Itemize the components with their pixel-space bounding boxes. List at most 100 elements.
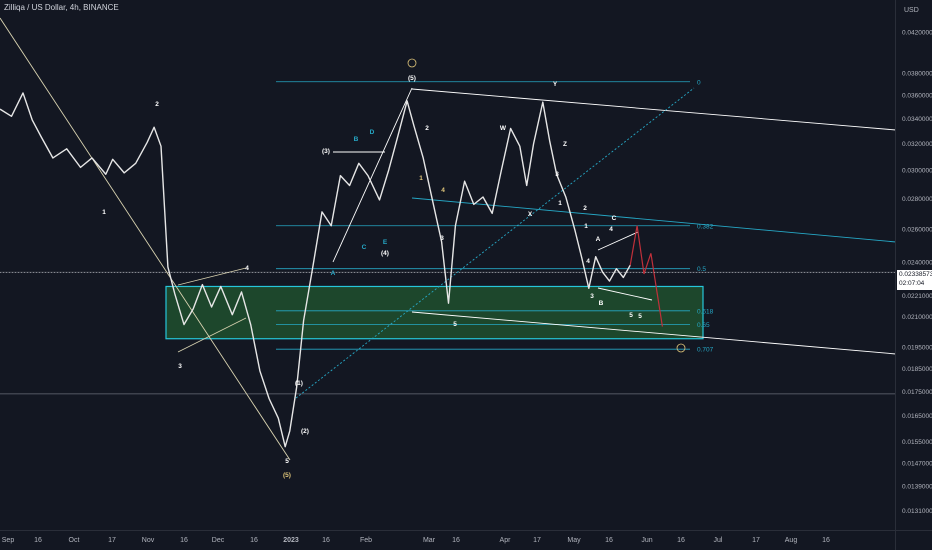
x-tick-label: Aug [785, 537, 798, 544]
wave-label: 1 [102, 209, 106, 216]
wave-label: (3) [322, 148, 330, 155]
wave-label: 2 [155, 101, 159, 108]
wave-label: Y [553, 81, 558, 88]
zone-layer [165, 285, 704, 340]
wave-label: D [370, 129, 375, 136]
x-tick-label: Feb [360, 537, 372, 544]
wave-label: B [354, 136, 359, 143]
trend-line [332, 87, 413, 263]
wave-label-layer: 1 2 3 4 5 (5) (1) (2) (3) (4) (5) A B C D E 1 2 3 4 5 W X Y Z 1 3 4… [102, 58, 686, 479]
wave-label: 5 [629, 312, 633, 319]
trend-line [295, 87, 695, 399]
fib-level-label: 0.5 [697, 266, 706, 273]
wave-label: X [528, 211, 533, 218]
time-axis-divider [0, 530, 932, 531]
wave-label: 3 [178, 363, 182, 370]
wave-label: 2 [425, 125, 429, 132]
wave-label: 1 [558, 200, 562, 207]
wave-label: 3 [590, 293, 594, 300]
circled-wave-2-marker [676, 343, 686, 353]
wave-label: (1) [295, 380, 303, 387]
trend-line [177, 267, 247, 286]
circled-wave-1-marker [407, 58, 417, 68]
wave-label: 4 [586, 258, 590, 265]
fib-level-label: 0 [697, 79, 701, 86]
chart-title: Zilliqa / US Dollar, 4h, BINANCE [4, 3, 119, 12]
wave-label: (5) [408, 75, 416, 82]
wave-label: B [599, 300, 604, 307]
wave-label: E [383, 239, 388, 246]
wave-label: 1 [584, 223, 588, 230]
x-tick-label: 16 [452, 537, 460, 544]
fib-level-label: 0.382 [697, 223, 714, 230]
projection-path [629, 225, 663, 327]
wave-label: 5 [285, 458, 289, 465]
price-axis-divider [895, 0, 896, 550]
last-price-badge: 0.02338573 02:07:04 [897, 270, 932, 290]
wave-label: W [500, 125, 507, 132]
grid-layer [0, 271, 895, 395]
x-tick-label: 16 [250, 537, 258, 544]
x-tick-label: Apr [500, 537, 512, 544]
price-layer [0, 92, 895, 448]
x-tick-label: 2023 [283, 537, 299, 544]
x-tick-label: 17 [752, 537, 760, 544]
x-tick-label: Sep [2, 537, 15, 544]
trend-line [411, 311, 897, 355]
wave-label: 1 [419, 175, 423, 182]
fib-level-label: 0.707 [697, 347, 714, 354]
x-tick-label: Nov [142, 537, 155, 544]
wave-label: 4 [245, 265, 249, 272]
wave-label: 5 [453, 321, 457, 328]
trend-line [597, 231, 639, 251]
wave-label: C [362, 244, 367, 251]
x-tick-label: May [567, 537, 581, 544]
x-tick-label: Dec [212, 537, 225, 544]
x-tick-label: Oct [69, 537, 80, 544]
bar-countdown: 02:07:04 [899, 280, 925, 287]
support-zone [165, 285, 704, 340]
wave-label: 4 [609, 226, 613, 233]
wave-label: A [596, 236, 601, 243]
x-axis: Sep 16 Oct 17 Nov 16 Dec 16 2023 16 Feb Mar 16 Apr 17 M… [2, 537, 830, 544]
fib-level-label: 0.65 [697, 322, 710, 329]
trend-line [0, 17, 291, 461]
wave-label: 2 [583, 205, 587, 212]
wave-label: C [612, 215, 617, 222]
last-price-value: 0.02338573 [899, 271, 932, 278]
wave-label: (4) [381, 250, 389, 257]
wave-label: 5 [638, 313, 642, 320]
trend-line [177, 317, 247, 353]
x-tick-label: 16 [605, 537, 613, 544]
trend-line [411, 88, 897, 131]
x-tick-label: 16 [322, 537, 330, 544]
x-tick-label: 17 [533, 537, 541, 544]
y-tick-label: 0.01310000 [902, 508, 932, 515]
x-tick-label: Jul [714, 537, 723, 544]
x-tick-label: 17 [108, 537, 116, 544]
trend-line [597, 287, 653, 301]
wave-label: 4 [441, 187, 445, 194]
wave-label: (5) [283, 472, 291, 479]
wave-label: (2) [301, 428, 309, 435]
wave-label: A [331, 270, 336, 277]
